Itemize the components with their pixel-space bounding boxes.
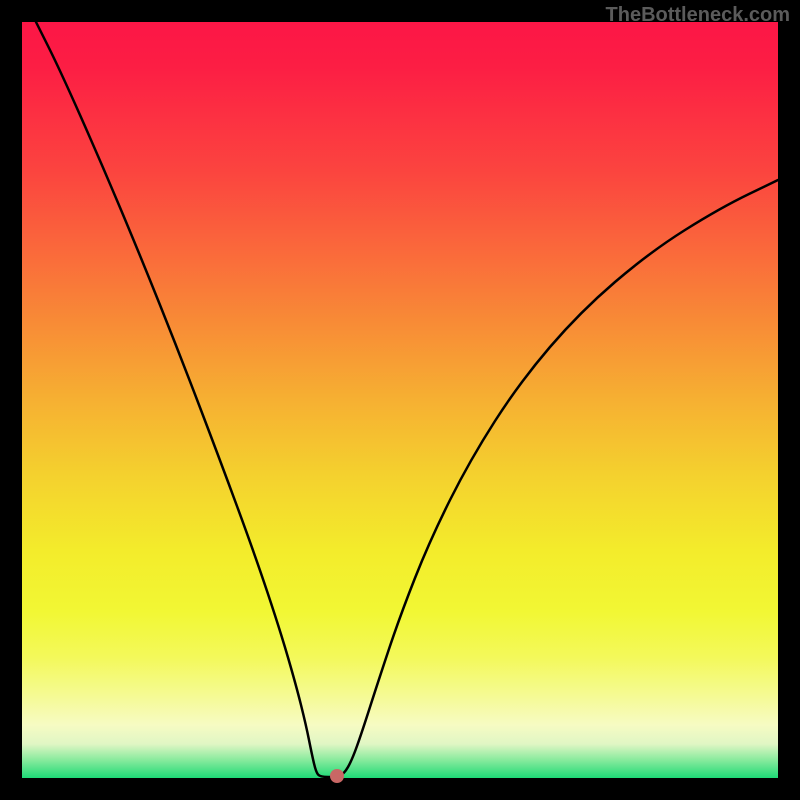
bottleneck-chart: TheBottleneck.com — [0, 0, 800, 800]
watermark-text: TheBottleneck.com — [606, 4, 790, 27]
optimum-marker — [330, 769, 344, 783]
plot-background — [22, 22, 778, 778]
chart-svg — [0, 0, 800, 800]
